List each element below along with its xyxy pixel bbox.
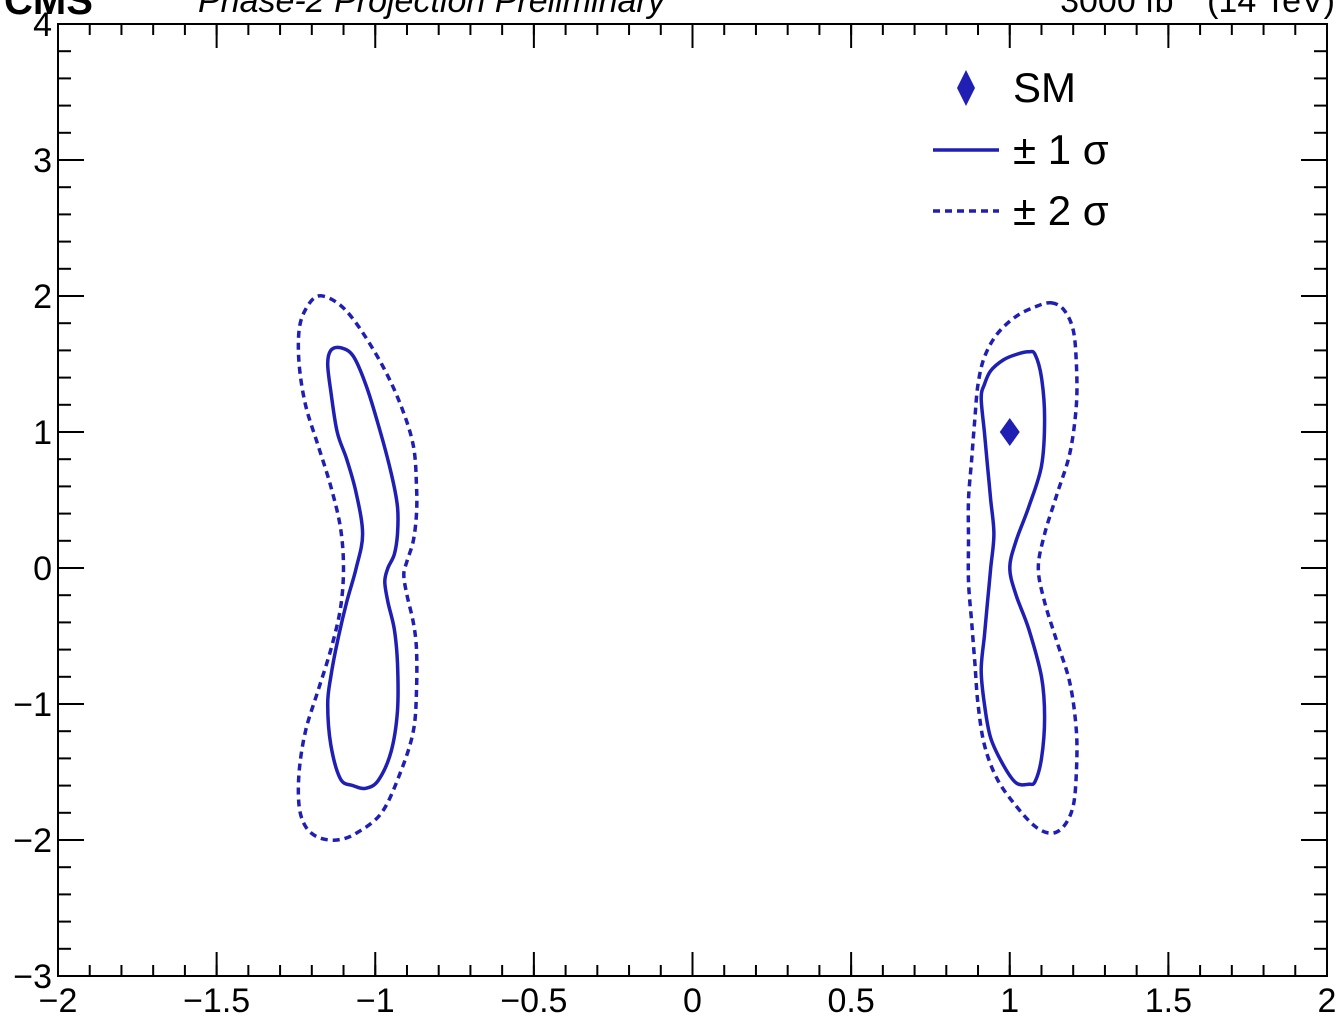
legend-sm-diamond-icon <box>957 70 975 106</box>
plot-frame <box>57 23 1328 977</box>
legend: SM ± 1 σ ± 2 σ <box>933 64 1109 234</box>
y-tick-label: 0 <box>33 550 52 588</box>
x-tick-label: −2 <box>39 982 78 1020</box>
x-tick-label: 0.5 <box>827 982 874 1020</box>
y-tick-label: −3 <box>13 958 52 996</box>
legend-label-1sigma: ± 1 σ <box>1013 126 1109 173</box>
x-tick-label: 1 <box>1000 982 1019 1020</box>
x-tick-label: −1.5 <box>183 982 250 1020</box>
contour-2sigma-3 <box>966 300 1079 835</box>
legend-label-sm: SM <box>1013 64 1076 111</box>
sm-point-diamond <box>999 418 1020 446</box>
header-luminosity: 3000 fb-1(14 TeV) <box>1060 0 1335 20</box>
y-tick-label: 2 <box>33 278 52 316</box>
header-energy: (14 TeV) <box>1207 0 1335 20</box>
x-tick-label: 1.5 <box>1145 982 1192 1020</box>
x-tick-label: −0.5 <box>500 982 567 1020</box>
y-tick-label: 1 <box>33 414 52 452</box>
x-tick-label: −1 <box>356 982 395 1020</box>
x-tick-label: 0 <box>683 982 702 1020</box>
y-tick-label: −1 <box>13 686 52 724</box>
contour-1sigma-1 <box>979 349 1047 787</box>
legend-label-2sigma: ± 2 σ <box>1013 187 1109 234</box>
header-subtitle: Phase-2 Projection Preliminary <box>198 0 667 20</box>
y-tick-label: 4 <box>33 6 52 44</box>
y-tick-label: 3 <box>33 142 52 180</box>
contour-2sigma-2 <box>296 294 419 842</box>
contour-1sigma-0 <box>325 345 400 791</box>
y-tick-label: −2 <box>13 822 52 860</box>
header-cms: CMS <box>4 0 93 23</box>
x-tick-label: 2 <box>1318 982 1337 1020</box>
